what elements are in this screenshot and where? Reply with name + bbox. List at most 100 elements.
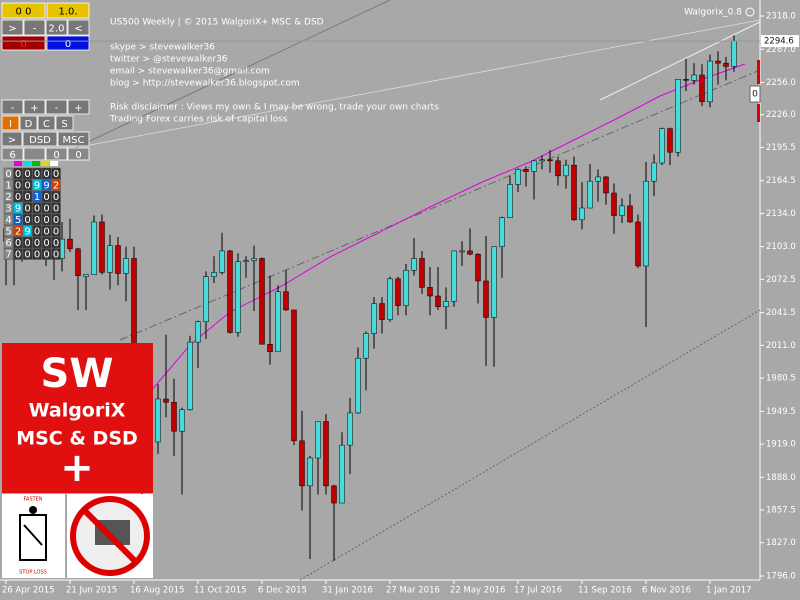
candle-body: [699, 74, 705, 103]
panel-cell-text: 5: [5, 227, 11, 238]
y-tick-label: 1796.0: [766, 572, 796, 582]
candle-body: [227, 250, 233, 333]
info-block: skype > stevewalker36 twitter > @stevewal…: [109, 43, 439, 125]
panel-cell: [41, 236, 52, 249]
candle-body: [539, 159, 545, 162]
panel-cell-text: 0: [53, 227, 59, 238]
panel-cell-text: 7: [5, 250, 11, 261]
panel-button-text: -: [33, 24, 37, 35]
candle-body: [611, 192, 617, 216]
info-line: skype > stevewalker36: [110, 43, 215, 53]
candle-body: [627, 205, 633, 223]
candle-body: [195, 321, 201, 343]
candle-body: [91, 221, 97, 275]
panel-button: [45, 19, 68, 36]
panel-cell: [41, 202, 52, 214]
badge-icon: [29, 506, 37, 514]
candle-body: [347, 412, 353, 446]
candle-body: [179, 409, 185, 432]
panel-cell-text: 9: [24, 227, 30, 238]
panel-cell-text: 0: [34, 215, 40, 226]
panel-cell: [51, 248, 61, 260]
candle-body: [675, 79, 681, 153]
panel-button-text: 2.0: [49, 24, 65, 35]
badge-icon: [81, 507, 139, 565]
panel-header: [41, 161, 49, 166]
panel-cell-text: 9: [43, 181, 49, 192]
candle-body: [435, 295, 441, 307]
candle-body: [379, 303, 385, 320]
candle-body: [563, 164, 569, 177]
candle-body: [339, 444, 345, 504]
candle-body: [459, 250, 465, 253]
info-line: email > stevewalker36@gmail.com: [110, 67, 270, 77]
panel-button-text: I: [9, 119, 12, 130]
logo-text: SW: [41, 351, 114, 397]
y-tick-label: 2287.0: [766, 45, 796, 55]
candle-body: [571, 164, 577, 221]
panel-cell: [32, 213, 42, 226]
panel-cell: [22, 190, 33, 203]
panel-cell-text: 0: [15, 169, 21, 180]
candles: [3, 35, 737, 561]
panel-header: [32, 161, 40, 166]
badge-text: STOP LOSS: [19, 570, 47, 576]
x-tick-label: 1 Jan 2017: [706, 586, 752, 596]
candle-body: [259, 258, 265, 345]
panel-cell: [51, 236, 61, 249]
panel-cell-text: 0: [15, 238, 21, 249]
badge-icon: [19, 514, 47, 561]
x-tick-label: 26 Apr 2015: [2, 586, 55, 596]
icon: [745, 7, 755, 17]
panel-cell-text: 0: [15, 192, 21, 203]
panel-button-text: +: [74, 103, 82, 114]
panel-button: [67, 99, 90, 115]
panel-cell: [13, 202, 23, 214]
candle-body: [267, 344, 273, 353]
panel-cell: [13, 236, 23, 249]
panel-cell-text: 9: [15, 204, 21, 215]
panel-cell: [41, 167, 52, 180]
panel-button-text: 0: [53, 150, 59, 161]
panel-cell-text: 0: [43, 169, 49, 180]
candle-body: [515, 169, 521, 185]
logo-box: [2, 343, 153, 493]
panel-cell: [41, 248, 52, 260]
candle-body: [731, 40, 737, 67]
panel-button: [1, 99, 24, 115]
panel-button-text: MSC: [63, 135, 85, 146]
side-bar: [757, 104, 760, 122]
panel-cell-text: 0: [43, 204, 49, 215]
panel-button: [1, 115, 20, 131]
candle-body: [643, 180, 649, 267]
candle-body: [411, 258, 417, 271]
panel-button-text: >: [8, 24, 16, 35]
panel-cell-text: 0: [34, 238, 40, 249]
panel-cell-text: 0: [15, 250, 21, 261]
panel-cell-text: 0: [43, 192, 49, 203]
panel-cell: [13, 190, 23, 203]
candle-body: [235, 261, 241, 333]
candle-body: [667, 128, 673, 153]
panel-cell: [3, 213, 14, 226]
candle-body: [651, 162, 657, 182]
candle-body: [483, 280, 489, 318]
panel-cell: [3, 236, 14, 249]
candle-body: [587, 180, 593, 209]
panel-button: [45, 147, 68, 161]
candle-body: [395, 278, 401, 306]
panel-cell-text: 0: [34, 204, 40, 215]
panel-button-text: <: [74, 24, 82, 35]
candle-body: [211, 272, 217, 277]
y-tick-label: 2041.5: [766, 308, 796, 318]
candle-body: [107, 245, 113, 273]
candle-body: [403, 270, 409, 306]
panel-cell-text: 0: [5, 169, 11, 180]
panel-cell-text: 0: [24, 238, 30, 249]
side-bar: [757, 60, 760, 84]
candle-body: [603, 176, 609, 194]
candle-body: [419, 258, 425, 288]
panel-button: [37, 115, 56, 131]
x-tick-label: 22 May 2016: [450, 586, 505, 596]
candle-body: [291, 309, 297, 442]
